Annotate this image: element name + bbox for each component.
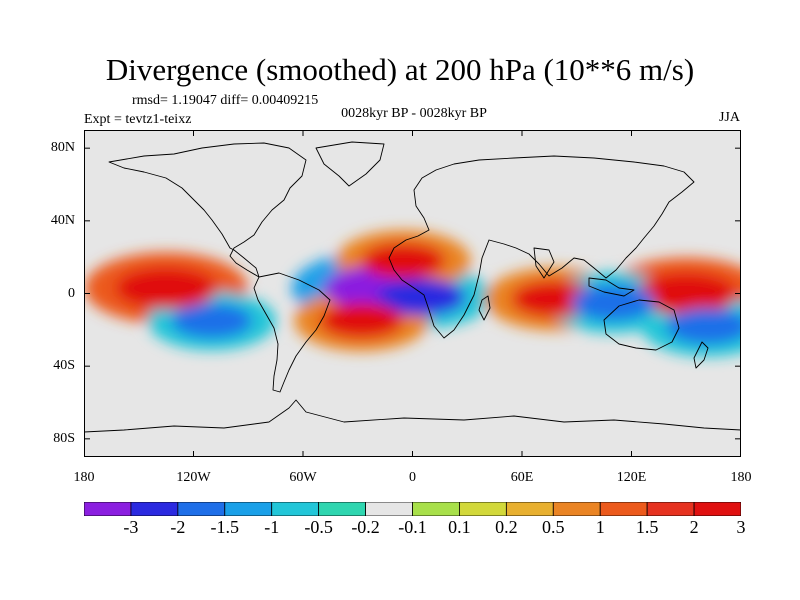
- colorbar-label: 0.5: [542, 517, 565, 537]
- field-core-7: [319, 302, 404, 339]
- colorbar-label: -1.5: [210, 517, 240, 537]
- plot-title: Divergence (smoothed) at 200 hPa (10**6 …: [105, 52, 695, 87]
- colorbar-swatch: [505, 502, 554, 516]
- field-core-2: [377, 278, 466, 316]
- season-label: JJA: [718, 110, 740, 125]
- coastlines: [84, 141, 741, 433]
- coastline-antarctica: [84, 399, 741, 433]
- lon-label: 180: [730, 470, 752, 485]
- field-core-4: [635, 272, 738, 315]
- field-core-6: [361, 242, 446, 279]
- colorbar-swatch: [318, 502, 366, 516]
- colorbar-label: 2: [689, 517, 699, 537]
- colorbar-swatch: [693, 502, 741, 516]
- colorbar-label: 0.2: [495, 517, 518, 537]
- colorbar-swatch: [271, 502, 320, 516]
- period-label: 0028kyr BP - 0028kyr BP: [341, 106, 487, 121]
- colorbar-label: -0.5: [304, 517, 333, 537]
- colorbar-swatch: [459, 502, 507, 516]
- colorbar-swatch: [84, 502, 132, 516]
- coastline-south-america: [253, 272, 331, 393]
- experiment-label: Expt = tevtz1-teixz: [84, 112, 192, 127]
- divergence-field: [84, 230, 741, 357]
- field-core-8: [571, 284, 656, 321]
- lon-label: 120E: [616, 470, 647, 485]
- lat-label: 80N: [50, 140, 75, 156]
- field-core-10: [171, 303, 252, 339]
- lon-label: 120W: [176, 470, 211, 485]
- lat-label: 0: [68, 285, 75, 301]
- lon-label: 180: [73, 470, 95, 485]
- coastline-india: [533, 247, 555, 279]
- colorbar-label: 3: [736, 517, 746, 537]
- colorbar-swatch: [552, 502, 601, 516]
- coastline-north-america: [108, 142, 307, 278]
- colorbar-label: 1: [595, 517, 605, 537]
- stats-text: rmsd= 1.19047 diff= 0.00409215: [132, 93, 319, 108]
- colorbar-swatch: [224, 502, 273, 516]
- colorbar-swatch: [130, 502, 179, 516]
- colorbar-swatch: [177, 502, 226, 516]
- map-frame: [84, 130, 741, 457]
- colorbar-label: -1: [264, 517, 280, 537]
- coastline-new-zealand: [693, 341, 709, 369]
- colorbar-swatch: [412, 502, 460, 516]
- coastline-australia: [603, 299, 680, 351]
- colorbar-label: -0.2: [351, 517, 380, 537]
- lon-label: 60W: [289, 470, 317, 485]
- colorbar-label: 1.5: [635, 517, 659, 537]
- field-core-9: [666, 308, 741, 345]
- lat-label: 40N: [50, 212, 75, 228]
- lat-label: 40S: [53, 358, 75, 374]
- field-core-3: [115, 267, 218, 310]
- coastline-greenland: [315, 141, 385, 187]
- colorbar-swatch: [646, 502, 695, 516]
- colorbar-label: 0.1: [448, 517, 471, 537]
- colorbar-label: -3: [123, 517, 139, 537]
- colorbar-label: -0.1: [398, 517, 427, 537]
- coastline-madagascar: [478, 295, 491, 321]
- coastline-eurasia-africa: [388, 155, 695, 339]
- lon-label: 60E: [510, 470, 534, 485]
- lat-label: 80S: [53, 430, 75, 446]
- coastline-indonesia: [588, 277, 635, 297]
- divergence-map: [84, 130, 741, 457]
- lon-label: 0: [409, 470, 416, 485]
- colorbar: [84, 502, 741, 516]
- colorbar-swatch: [365, 502, 413, 516]
- colorbar-swatch: [599, 502, 648, 516]
- colorbar-label: -2: [170, 517, 186, 537]
